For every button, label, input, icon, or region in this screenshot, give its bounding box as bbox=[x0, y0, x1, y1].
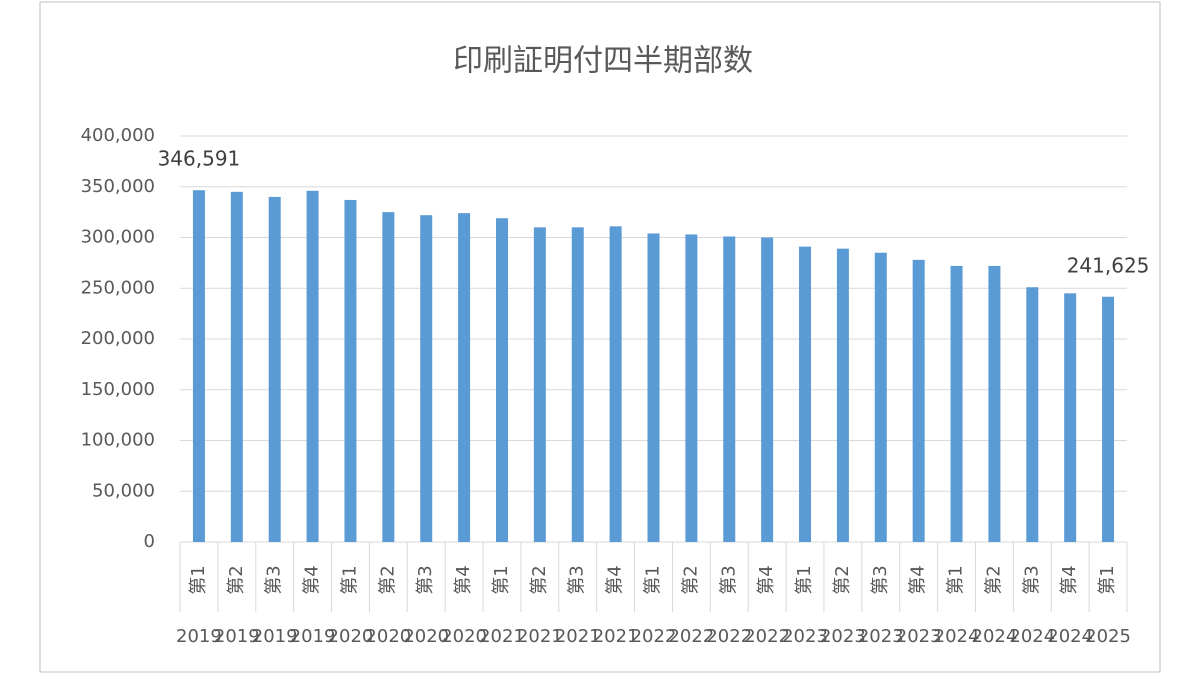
y-tick-label: 50,000 bbox=[92, 480, 155, 501]
x-tick-label: 第1 bbox=[794, 565, 815, 594]
bar bbox=[761, 237, 774, 542]
x-tick-label: 第4 bbox=[302, 565, 323, 594]
bar bbox=[344, 199, 357, 542]
bar bbox=[912, 259, 925, 542]
bar bbox=[609, 226, 622, 542]
x-tick-label: 第2 bbox=[529, 565, 550, 594]
bar bbox=[647, 233, 660, 542]
x-group-label: 2019 bbox=[214, 626, 260, 647]
x-group-label: 2023 bbox=[820, 626, 866, 647]
x-tick-label: 第3 bbox=[718, 565, 739, 594]
bar bbox=[420, 215, 433, 543]
chart-title: 印刷証明付四半期部数 bbox=[453, 44, 753, 79]
bar bbox=[1064, 293, 1077, 542]
x-group-label: 2020 bbox=[328, 626, 374, 647]
bar bbox=[192, 190, 205, 542]
x-group-label: 2023 bbox=[858, 626, 904, 647]
x-tick-label: 第1 bbox=[643, 565, 664, 594]
x-group-label: 2022 bbox=[668, 626, 714, 647]
x-tick-label: 第4 bbox=[453, 565, 474, 594]
x-group-label: 2024 bbox=[934, 626, 980, 647]
x-group-label: 2021 bbox=[593, 626, 639, 647]
x-tick-label: 第1 bbox=[1097, 565, 1118, 594]
bar bbox=[268, 196, 281, 542]
x-group-label: 2021 bbox=[555, 626, 601, 647]
x-group-label: 2020 bbox=[365, 626, 411, 647]
x-tick-label: 第1 bbox=[339, 565, 360, 594]
x-group-label: 2024 bbox=[1009, 626, 1055, 647]
x-group-label: 2020 bbox=[403, 626, 449, 647]
x-tick-label: 第4 bbox=[756, 565, 777, 594]
x-group-label: 2025 bbox=[1085, 626, 1131, 647]
x-tick-label: 第2 bbox=[832, 565, 853, 594]
x-group-label: 2021 bbox=[479, 626, 525, 647]
bar bbox=[458, 213, 471, 542]
x-group-label: 2022 bbox=[631, 626, 677, 647]
bar bbox=[306, 190, 319, 542]
x-tick-label: 第3 bbox=[415, 565, 436, 594]
x-tick-label: 第3 bbox=[264, 565, 285, 594]
x-tick-label: 第1 bbox=[946, 565, 967, 594]
y-tick-label: 200,000 bbox=[81, 328, 155, 349]
bar bbox=[874, 252, 887, 542]
x-tick-label: 第2 bbox=[983, 565, 1004, 594]
x-tick-label: 第4 bbox=[1059, 565, 1080, 594]
y-tick-label: 0 bbox=[144, 531, 155, 552]
y-tick-label: 300,000 bbox=[81, 227, 155, 248]
bar bbox=[723, 236, 736, 543]
x-group-label: 2023 bbox=[782, 626, 828, 647]
x-tick-label: 第3 bbox=[1021, 565, 1042, 594]
x-group-label: 2019 bbox=[290, 626, 336, 647]
bar bbox=[685, 234, 698, 542]
chart-frame bbox=[39, 1, 1161, 673]
y-tick-label: 150,000 bbox=[81, 379, 155, 400]
y-tick-label: 100,000 bbox=[81, 430, 155, 451]
bar bbox=[1102, 296, 1115, 542]
x-group-label: 2021 bbox=[517, 626, 563, 647]
x-tick-label: 第4 bbox=[605, 565, 626, 594]
x-group-label: 2022 bbox=[744, 626, 790, 647]
bar bbox=[836, 248, 849, 543]
x-tick-label: 第3 bbox=[567, 565, 588, 594]
x-tick-label: 第1 bbox=[491, 565, 512, 594]
x-group-label: 2020 bbox=[441, 626, 487, 647]
bar bbox=[571, 227, 584, 542]
bar bbox=[495, 218, 508, 542]
bar bbox=[533, 227, 546, 542]
x-group-label: 2019 bbox=[176, 626, 222, 647]
x-tick-label: 第3 bbox=[870, 565, 891, 594]
x-group-label: 2024 bbox=[972, 626, 1018, 647]
bar bbox=[1026, 287, 1039, 542]
x-tick-label: 第1 bbox=[188, 565, 209, 594]
x-group-label: 2023 bbox=[896, 626, 942, 647]
bar bbox=[950, 265, 963, 542]
y-tick-label: 350,000 bbox=[81, 176, 155, 197]
data-label: 346,591 bbox=[158, 147, 241, 171]
y-tick-label: 400,000 bbox=[81, 125, 155, 146]
bar bbox=[382, 212, 395, 542]
x-tick-label: 第4 bbox=[908, 565, 929, 594]
x-tick-label: 第2 bbox=[680, 565, 701, 594]
y-tick-label: 250,000 bbox=[81, 277, 155, 298]
x-tick-label: 第2 bbox=[226, 565, 247, 594]
data-label: 241,625 bbox=[1067, 253, 1150, 277]
bar bbox=[230, 191, 243, 542]
bar bbox=[799, 246, 812, 542]
x-group-label: 2022 bbox=[706, 626, 752, 647]
x-group-label: 2019 bbox=[252, 626, 298, 647]
bar bbox=[988, 265, 1001, 542]
x-tick-label: 第2 bbox=[377, 565, 398, 594]
x-group-label: 2024 bbox=[1047, 626, 1093, 647]
